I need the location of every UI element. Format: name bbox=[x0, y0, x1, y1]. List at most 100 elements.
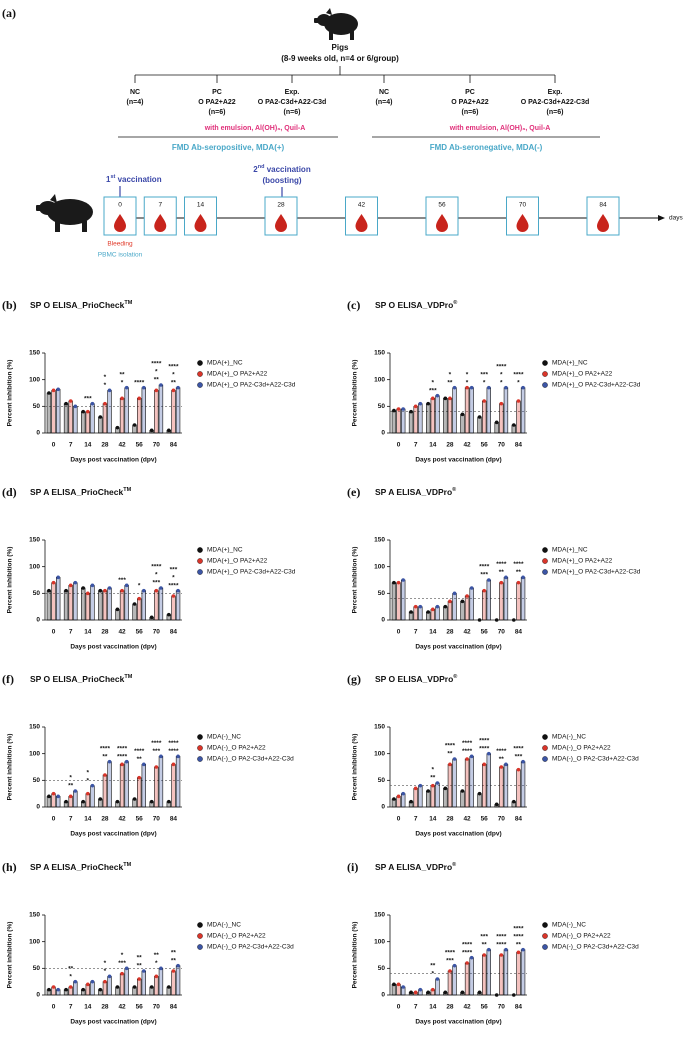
bar-mean-dot bbox=[86, 791, 90, 796]
x-axis-title: Days post vaccination (dpv) bbox=[415, 457, 501, 464]
bar-mean-dot bbox=[469, 385, 474, 390]
bar bbox=[520, 387, 526, 434]
bar-mean-dot bbox=[448, 396, 452, 401]
bar-mean-dot bbox=[103, 401, 107, 406]
x-tick-label: 28 bbox=[446, 1004, 454, 1011]
title-main: SP O ELISA_VDPro bbox=[375, 300, 453, 310]
legend-label: MDA(+)_O PA2+A22 bbox=[207, 558, 268, 565]
bar-mean-dot bbox=[51, 985, 56, 989]
bar bbox=[171, 970, 176, 996]
bar-mean-dot bbox=[159, 754, 163, 759]
group-name: Exp. bbox=[285, 89, 300, 96]
bar-mean-dot bbox=[413, 990, 418, 995]
bar bbox=[418, 606, 423, 621]
y-tick-label: 0 bbox=[36, 804, 40, 811]
bar-mean-dot bbox=[465, 594, 469, 598]
y-tick-label: 100 bbox=[374, 750, 385, 757]
group-n: (n=4) bbox=[376, 99, 393, 106]
blood-drop bbox=[516, 214, 529, 232]
significance-label: *** bbox=[118, 577, 126, 584]
bar-mean-dot bbox=[142, 762, 146, 767]
x-tick-label: 42 bbox=[463, 629, 471, 636]
legend-marker bbox=[197, 933, 203, 939]
x-tick-label: 14 bbox=[84, 1004, 92, 1011]
significance-label: **** bbox=[168, 363, 179, 370]
x-tick-label: 0 bbox=[52, 816, 56, 823]
bar-mean-dot bbox=[418, 401, 423, 406]
bar-mean-dot bbox=[51, 580, 56, 585]
bar bbox=[119, 398, 125, 434]
sampling-day: 0 bbox=[118, 202, 122, 209]
significance-label: *** bbox=[84, 395, 92, 402]
x-tick-label: 0 bbox=[52, 629, 56, 636]
bar-mean-dot bbox=[465, 385, 469, 390]
bar bbox=[141, 764, 146, 808]
significance-label: * bbox=[104, 968, 107, 975]
x-tick-label: 28 bbox=[101, 816, 109, 823]
legend-marker bbox=[197, 922, 203, 928]
chart-title: SP A ELISA_PrioCheckTM bbox=[30, 862, 132, 872]
bar bbox=[102, 403, 108, 434]
significance-label: ** bbox=[154, 952, 160, 959]
bar bbox=[435, 978, 440, 996]
bar-mean-dot bbox=[409, 990, 413, 995]
significance-label: *** bbox=[515, 753, 523, 760]
bar-mean-dot bbox=[426, 789, 430, 793]
significance-label: **** bbox=[151, 564, 162, 571]
significance-label: * bbox=[87, 769, 90, 776]
bar-mean-dot bbox=[409, 799, 413, 804]
bar bbox=[477, 416, 482, 434]
significance-label: ** bbox=[171, 379, 177, 386]
x-tick-label: 28 bbox=[101, 629, 109, 636]
significance-label: **** bbox=[513, 745, 524, 752]
bar bbox=[435, 782, 440, 808]
bar-mean-dot bbox=[477, 990, 482, 995]
bar-mean-dot bbox=[120, 971, 124, 976]
bar-mean-dot bbox=[68, 985, 73, 989]
bar-mean-dot bbox=[521, 575, 525, 580]
x-tick-label: 42 bbox=[118, 816, 126, 823]
bar-mean-dot bbox=[426, 610, 430, 614]
bar bbox=[413, 788, 418, 808]
group-name: NC bbox=[379, 89, 389, 96]
legend-marker bbox=[197, 569, 203, 575]
bar bbox=[154, 766, 159, 808]
bar-mean-dot bbox=[469, 586, 474, 590]
bar bbox=[141, 590, 146, 621]
bar-mean-dot bbox=[167, 612, 171, 617]
x-tick-label: 42 bbox=[463, 442, 471, 449]
bar bbox=[73, 790, 78, 808]
bar-mean-dot bbox=[392, 408, 396, 413]
bar-mean-dot bbox=[176, 588, 180, 593]
bar-mean-dot bbox=[452, 591, 457, 596]
y-tick-label: 150 bbox=[29, 912, 40, 919]
significance-label: * bbox=[172, 574, 175, 581]
y-tick-label: 0 bbox=[381, 430, 385, 437]
significance-label: ** bbox=[516, 941, 522, 948]
bar-mean-dot bbox=[443, 396, 448, 401]
bar-mean-dot bbox=[418, 604, 423, 609]
chart-title: SP O ELISA_PrioCheckTM bbox=[30, 674, 133, 684]
group-n: (n=6) bbox=[284, 109, 301, 116]
x-tick-label: 84 bbox=[515, 1004, 523, 1011]
bar-mean-dot bbox=[443, 786, 448, 791]
x-tick-label: 14 bbox=[429, 629, 437, 636]
legend-label: MDA(-)_O PA2+A22 bbox=[552, 933, 611, 940]
bar bbox=[85, 793, 90, 808]
bar-mean-dot bbox=[448, 762, 452, 767]
bar-mean-dot bbox=[149, 615, 154, 620]
bar-mean-dot bbox=[504, 947, 508, 952]
bar-mean-dot bbox=[431, 987, 435, 992]
bar-mean-dot bbox=[115, 799, 120, 804]
bar-mean-dot bbox=[64, 799, 68, 804]
bar-mean-dot bbox=[149, 428, 154, 433]
bar bbox=[464, 962, 470, 996]
bar-mean-dot bbox=[73, 789, 78, 793]
x-axis-title: Days post vaccination (dpv) bbox=[70, 831, 156, 838]
panel-label: (c) bbox=[347, 298, 360, 312]
y-tick-label: 100 bbox=[29, 563, 40, 570]
significance-label: ** bbox=[499, 569, 505, 576]
bar-mean-dot bbox=[448, 599, 452, 604]
x-tick-label: 56 bbox=[136, 816, 144, 823]
bar-mean-dot bbox=[107, 759, 112, 764]
